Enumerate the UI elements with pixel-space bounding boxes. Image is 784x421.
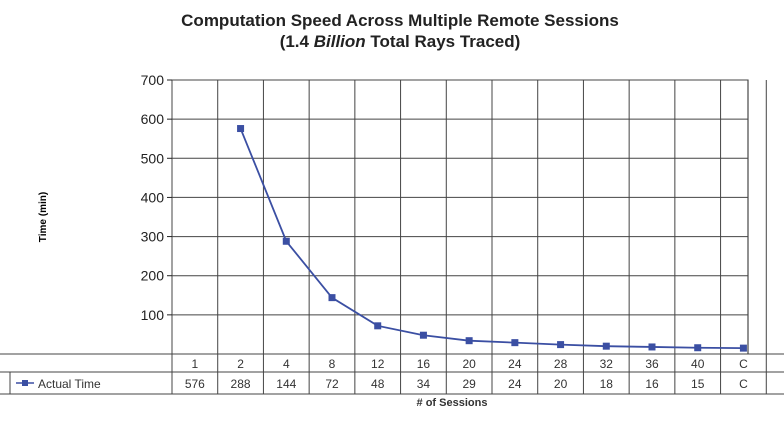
y-tick-label: 200 — [141, 268, 165, 284]
grid — [171, 79, 767, 394]
y-tick-label: 500 — [141, 150, 165, 166]
table-header-cell: 24 — [508, 357, 522, 371]
data-point — [465, 337, 473, 345]
table-header-cell: 40 — [691, 357, 705, 371]
table-value-cell: 24 — [508, 377, 522, 391]
table-value-cell: 72 — [325, 377, 339, 391]
table-value-cell: 29 — [462, 377, 476, 391]
table-value-cell: 34 — [417, 377, 431, 391]
data-point — [648, 343, 656, 351]
data-point — [282, 237, 290, 245]
table-header-cell: 12 — [371, 357, 385, 371]
data-point — [374, 322, 382, 330]
series-line — [239, 128, 744, 350]
data-point — [694, 344, 702, 352]
table-value-cell: 288 — [231, 377, 251, 391]
series-layer — [237, 125, 747, 352]
chart-title: Computation Speed Across Multiple Remote… — [181, 11, 619, 30]
table-header-cell: 2 — [237, 357, 244, 371]
subtitle-prefix: (1.4 — [280, 32, 314, 51]
table-header-cell: 4 — [283, 357, 290, 371]
data-point — [237, 125, 245, 133]
table-row-label: Actual Time — [38, 377, 101, 391]
table-header-cell: 36 — [645, 357, 659, 371]
data-point — [419, 331, 427, 339]
chart-subtitle: (1.4 Billion Total Rays Traced) — [280, 32, 521, 51]
legend-swatch-marker — [22, 380, 28, 386]
table-value-cell: 144 — [276, 377, 296, 391]
table-value-cell: C — [739, 377, 748, 391]
table-header-cell: 28 — [554, 357, 568, 371]
subtitle-suffix: Total Rays Traced) — [366, 32, 521, 51]
plot-area — [171, 79, 749, 355]
table-value-cell: 48 — [371, 377, 385, 391]
table-header-cell: 20 — [462, 357, 476, 371]
table-header-cell: 32 — [600, 357, 614, 371]
y-tick-label: 400 — [141, 189, 165, 205]
table-value-cell: 20 — [554, 377, 568, 391]
data-point — [602, 342, 610, 350]
table-value-cell: 576 — [185, 377, 205, 391]
data-point — [511, 339, 519, 347]
y-axis-ticks: 100 200 300 400 500 600 700 — [141, 72, 172, 323]
y-tick-label: 300 — [141, 229, 165, 245]
table-header-cell: 16 — [417, 357, 431, 371]
subtitle-emphasis: Billion — [314, 32, 366, 51]
table-value-cell: 18 — [600, 377, 614, 391]
y-tick-label: 100 — [141, 307, 165, 323]
table-header-cell: C — [739, 357, 748, 371]
y-tick-label: 700 — [141, 72, 165, 88]
table-value-cell: 16 — [645, 377, 659, 391]
table-value-cell: 15 — [691, 377, 705, 391]
table-header-cell: 8 — [329, 357, 336, 371]
y-tick-label: 600 — [141, 111, 165, 127]
y-axis-label: Time (min) — [38, 192, 49, 242]
x-axis-label: # of Sessions — [417, 397, 488, 409]
table-header-cell: 1 — [192, 357, 199, 371]
data-point — [328, 294, 336, 302]
data-point — [739, 344, 747, 352]
data-point — [557, 341, 565, 349]
